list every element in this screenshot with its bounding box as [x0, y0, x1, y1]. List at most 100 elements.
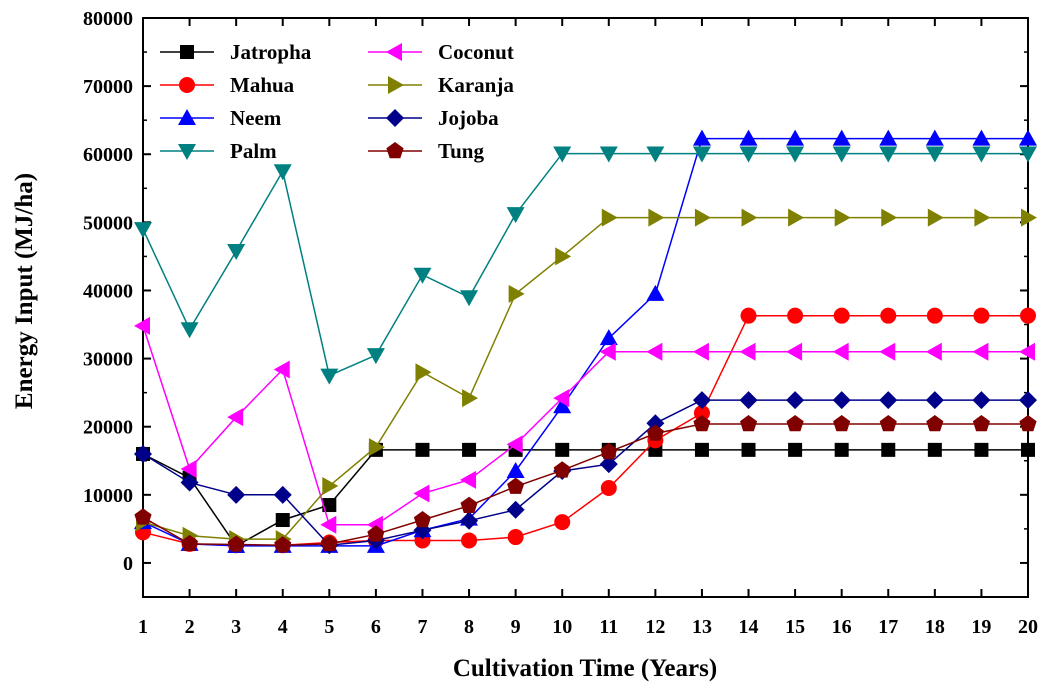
x-tick-label: 11 [599, 616, 618, 638]
legend-entry-coconut: Coconut [368, 40, 514, 64]
data-point-jojoba [273, 485, 292, 504]
legend-label-palm: Palm [230, 139, 277, 163]
legend-label-neem: Neem [230, 106, 282, 130]
data-point-neem [786, 129, 805, 146]
x-tick-label: 9 [511, 616, 521, 638]
data-point-jatropha [974, 442, 989, 457]
x-tick-label: 3 [231, 616, 241, 638]
series-mahua [135, 307, 1036, 554]
legend-label-jatropha: Jatropha [230, 40, 312, 64]
x-tick-label: 6 [371, 616, 381, 638]
data-point-karanja [694, 208, 711, 227]
data-point-neem [879, 129, 898, 146]
data-point-mahua [973, 307, 990, 324]
series-jojoba [134, 391, 1037, 555]
data-point-palm [692, 146, 711, 163]
legend-entry-karanja: Karanja [368, 73, 514, 97]
data-point-palm [460, 290, 479, 307]
legend-label-coconut: Coconut [438, 40, 514, 64]
data-point-karanja [1021, 208, 1037, 227]
x-axis-label: Cultivation Time (Years) [453, 655, 717, 682]
data-point-neem [692, 129, 711, 146]
legend-marker-mahua [179, 77, 195, 93]
data-point-tung [600, 442, 618, 460]
plot-frame [142, 17, 1029, 598]
legend-label-jojoba: Jojoba [438, 106, 499, 130]
legend-marker-jojoba [386, 109, 404, 127]
y-tick-label: 10000 [83, 485, 133, 507]
data-point-mahua [507, 529, 524, 546]
legend-entry-jojoba: Jojoba [368, 106, 499, 130]
data-point-jojoba [506, 500, 525, 519]
data-point-karanja [462, 389, 479, 408]
data-point-jatropha [741, 442, 756, 457]
data-point-tung [740, 415, 758, 432]
data-point-tung [413, 511, 431, 528]
data-point-mahua [926, 307, 943, 324]
x-tick-label: 12 [645, 616, 665, 638]
data-point-tung [367, 525, 385, 542]
data-point-palm [832, 146, 851, 163]
data-point-mahua [833, 307, 850, 324]
data-point-neem [506, 461, 525, 478]
data-point-tung [972, 415, 990, 432]
data-point-palm [1019, 146, 1037, 163]
series-line-jatropha [142, 449, 1028, 547]
x-tick-label: 15 [785, 616, 805, 638]
legend-marker-neem [178, 109, 196, 125]
data-point-coconut [134, 316, 150, 335]
x-tick-label: 5 [324, 616, 334, 638]
data-point-coconut [972, 342, 989, 361]
data-point-coconut [320, 515, 337, 534]
data-point-neem [1019, 129, 1037, 146]
x-tick-label: 4 [278, 616, 288, 638]
data-point-palm [413, 267, 432, 284]
legend-marker-tung [386, 142, 404, 159]
data-point-karanja [834, 208, 851, 227]
data-point-mahua [740, 307, 757, 324]
data-point-karanja [322, 476, 339, 495]
legend-entry-jatropha: Jatropha [160, 40, 312, 64]
x-tick-label: 2 [185, 616, 195, 638]
y-tick-label: 0 [123, 553, 133, 575]
data-point-karanja [881, 208, 898, 227]
data-point-coconut [553, 389, 570, 408]
data-point-coconut [413, 484, 430, 503]
data-point-neem [739, 129, 758, 146]
data-point-jojoba [739, 391, 758, 410]
series-line-tung [142, 423, 1028, 546]
data-point-karanja [601, 208, 618, 227]
data-point-tung [507, 477, 525, 494]
data-point-jatropha [555, 442, 570, 457]
x-tick-label: 14 [739, 616, 759, 638]
data-point-neem [925, 129, 944, 146]
data-point-karanja [927, 208, 944, 227]
data-point-karanja [974, 208, 991, 227]
data-point-mahua [461, 532, 478, 549]
data-point-mahua [554, 514, 571, 531]
data-point-tung [274, 536, 292, 553]
data-point-neem [646, 284, 665, 301]
data-point-jojoba [227, 485, 246, 504]
data-point-coconut [646, 342, 663, 361]
y-tick-label: 70000 [83, 76, 133, 98]
y-tick-label: 40000 [83, 280, 133, 302]
data-point-coconut [786, 342, 803, 361]
data-point-karanja [741, 208, 758, 227]
data-point-jatropha [415, 442, 430, 457]
data-point-palm [134, 222, 152, 239]
x-tick-label: 16 [832, 616, 852, 638]
data-point-tung [553, 461, 571, 478]
data-point-jojoba [460, 511, 479, 530]
x-tick-label: 17 [878, 616, 898, 638]
data-point-neem [832, 129, 851, 146]
legend-entry-neem: Neem [160, 106, 282, 130]
data-point-jojoba [879, 391, 898, 410]
data-point-palm [553, 146, 572, 163]
data-point-jojoba [599, 455, 618, 474]
data-point-palm [320, 368, 339, 385]
data-point-jojoba [925, 391, 944, 410]
series-karanja [136, 208, 1037, 549]
data-point-karanja [648, 208, 665, 227]
series-tung [134, 415, 1037, 553]
